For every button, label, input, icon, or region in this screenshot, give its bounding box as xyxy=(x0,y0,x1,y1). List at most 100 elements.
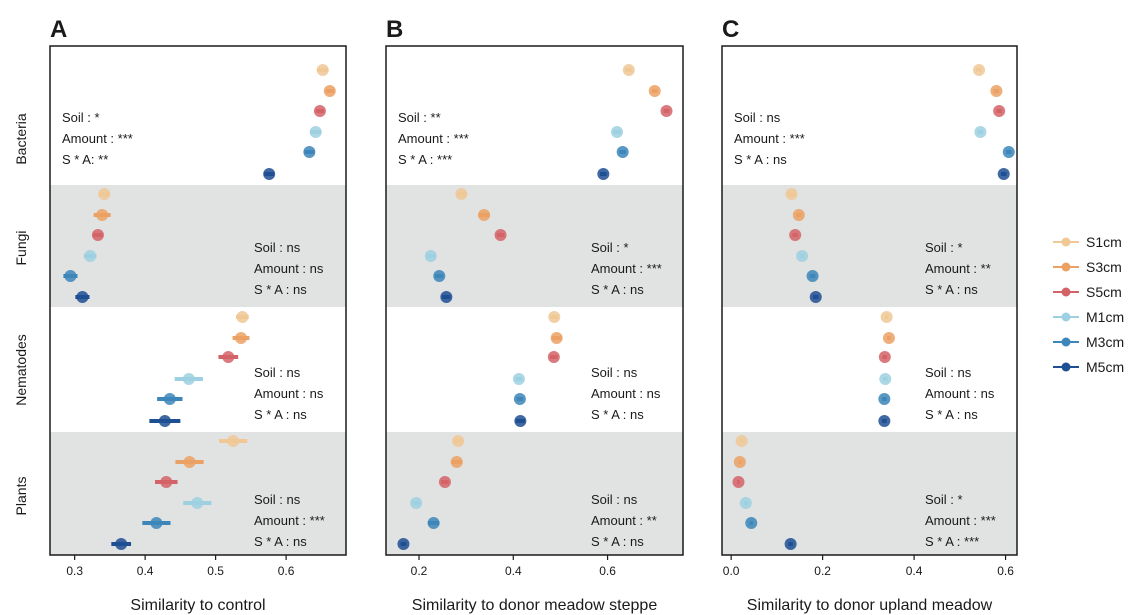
group-label-fungi: Fungi xyxy=(13,230,29,265)
panel-c-bacteria-m1cm-point xyxy=(974,126,987,138)
panel-c-plants-m3cm-point xyxy=(745,517,758,529)
panel-b-nematodes-stat-3: S * A : ns xyxy=(591,407,644,422)
panel-a-plants-m3cm-point xyxy=(150,517,163,529)
panel-a-nematodes-m5cm-point xyxy=(158,415,171,427)
panel-c-nematodes-s5cm-point xyxy=(878,351,891,363)
legend-label-m5cm: M5cm xyxy=(1086,359,1124,375)
panel-c-bacteria-s3cm-point xyxy=(990,85,1003,97)
panel-a-bacteria-stat-3: S * A: ** xyxy=(62,152,108,167)
panel-b-xtick-label: 0.6 xyxy=(599,564,616,578)
panel-a-nematodes-stat-1: Soil : ns xyxy=(254,365,301,380)
panel-a-xtick-label: 0.5 xyxy=(207,564,224,578)
panel-c-frame xyxy=(721,45,1018,556)
panel-b-xtick-label: 0.2 xyxy=(411,564,428,578)
panel-c-bacteria-stat-2: Amount : *** xyxy=(734,131,805,146)
panel-b-bacteria-stat-1: Soil : ** xyxy=(398,110,441,125)
panel-b-plants-stat-3: S * A : ns xyxy=(591,534,644,549)
panel-a-nematodes-m1cm-point xyxy=(182,373,195,385)
panel-c-plants-s3cm-point xyxy=(733,456,746,468)
panel-b-band-fungi xyxy=(386,185,683,307)
panel-a-fungi-stat-1: Soil : ns xyxy=(254,240,301,255)
panel-c-fungi-stat-2: Amount : ** xyxy=(925,261,991,276)
panel-b-fungi-m5cm-point xyxy=(440,291,453,303)
panel-a-plants-m5cm-point xyxy=(115,538,128,550)
panel-c-xtick-label: 0.0 xyxy=(723,564,740,578)
panel-b-nematodes-stat-1: Soil : ns xyxy=(591,365,638,380)
panel-b-bacteria-m3cm-point xyxy=(616,146,629,158)
panel-a-fungi-m1cm-point xyxy=(84,250,97,262)
group-label-bacteria: Bacteria xyxy=(13,113,29,165)
panel-a-bacteria-stat-2: Amount : *** xyxy=(62,131,133,146)
panel-c-fungi-s5cm-point xyxy=(789,229,802,241)
panel-a-nematodes-s3cm-point xyxy=(234,332,247,344)
panel-c-bacteria-stat-1: Soil : ns xyxy=(734,110,781,125)
panel-b-plants-stat-2: Amount : ** xyxy=(591,513,657,528)
panel-a-band-plants xyxy=(50,432,346,555)
legend-label-s3cm: S3cm xyxy=(1086,259,1122,275)
panel-a-xtick-label: 0.6 xyxy=(278,564,295,578)
panel-b-plants-m5cm-point xyxy=(397,538,410,550)
panel-c-fungi-s3cm-point xyxy=(792,209,805,221)
panel-c-fungi-stat-1: Soil : * xyxy=(925,240,963,255)
panel-a-letter: A xyxy=(50,16,67,43)
panel-a-bacteria-s3cm-point xyxy=(323,85,336,97)
panel-a-bacteria-m5cm-point xyxy=(263,168,276,180)
panel-c-plants-stat-2: Amount : *** xyxy=(925,513,996,528)
panel-b-plants-m3cm-point xyxy=(427,517,440,529)
panel-c-nematodes-stat-2: Amount : ns xyxy=(925,386,995,401)
legend-marker-m3cm xyxy=(1061,337,1071,347)
panel-b-bacteria-s1cm-point xyxy=(622,64,635,76)
panel-a-fungi-stat-2: Amount : ns xyxy=(254,261,324,276)
panel-b-fungi-m1cm-point xyxy=(424,250,437,262)
panel-c-plants-m5cm-point xyxy=(784,538,797,550)
panel-c-plants-s1cm-point xyxy=(735,435,748,447)
panel-a-xtick-label: 0.3 xyxy=(66,564,83,578)
panel-b-plants-s5cm-point xyxy=(438,476,451,488)
panel-c-plants-stat-1: Soil : * xyxy=(925,492,963,507)
panel-a-plants-s1cm-point xyxy=(227,435,240,447)
panel-b-bacteria-stat-2: Amount : *** xyxy=(398,131,469,146)
panel-b-xlabel: Similarity to donor meadow steppe xyxy=(412,597,658,614)
panel-a-plants-stat-3: S * A : ns xyxy=(254,534,307,549)
panel-c-nematodes-m3cm-point xyxy=(878,393,891,405)
panel-a-xlabel: Similarity to control xyxy=(130,597,265,614)
panel-c-nematodes-m5cm-point xyxy=(878,415,891,427)
panel-c-nematodes-m1cm-point xyxy=(879,373,892,385)
panel-c-fungi-stat-3: S * A : ns xyxy=(925,282,978,297)
panel-b-fungi-stat-1: Soil : * xyxy=(591,240,629,255)
panel-a-fungi-stat-3: S * A : ns xyxy=(254,282,307,297)
panel-a-fungi-s3cm-point xyxy=(96,209,109,221)
panel-a-plants-stat-1: Soil : ns xyxy=(254,492,301,507)
panel-c-bacteria-s5cm-point xyxy=(993,105,1006,117)
panel-b-nematodes-s5cm-point xyxy=(547,351,560,363)
panel-c-fungi-m5cm-point xyxy=(809,291,822,303)
panel-a-bacteria-m3cm-point xyxy=(303,146,316,158)
panel-b-bacteria-stat-3: S * A : *** xyxy=(398,152,452,167)
panel-c-nematodes-s3cm-point xyxy=(882,332,895,344)
panel-a-plants-stat-2: Amount : *** xyxy=(254,513,325,528)
panel-a-nematodes-m3cm-point xyxy=(163,393,176,405)
legend-marker-m1cm xyxy=(1061,312,1071,322)
group-label-nematodes: Nematodes xyxy=(13,334,29,406)
panel-c-bacteria-m3cm-point xyxy=(1002,146,1015,158)
panel-c-xlabel: Similarity to donor upland meadow xyxy=(747,597,993,614)
panel-c-bacteria-s1cm-point xyxy=(973,64,986,76)
panel-c-xtick-label: 0.6 xyxy=(997,564,1014,578)
panel-b-nematodes-m3cm-point xyxy=(513,393,526,405)
panel-c-fungi-m1cm-point xyxy=(796,250,809,262)
panel-a-plants-s3cm-point xyxy=(183,456,196,468)
legend-marker-s1cm xyxy=(1061,237,1071,247)
panel-c-band-fungi xyxy=(722,185,1017,307)
panel-a-fungi-m3cm-point xyxy=(64,270,77,282)
panel-a-nematodes-stat-2: Amount : ns xyxy=(254,386,324,401)
panel-b-nematodes-s1cm-point xyxy=(548,311,561,323)
panel-c-band-plants xyxy=(722,432,1017,555)
panel-b-fungi-stat-3: S * A : ns xyxy=(591,282,644,297)
legend-label-m1cm: M1cm xyxy=(1086,309,1124,325)
panel-b-xtick-label: 0.4 xyxy=(505,564,522,578)
panel-b-bacteria-m1cm-point xyxy=(611,126,623,138)
panel-a-plants-m1cm-point xyxy=(191,497,204,509)
panel-b-fungi-s1cm-point xyxy=(455,188,468,200)
panel-a-fungi-s1cm-point xyxy=(98,188,111,200)
